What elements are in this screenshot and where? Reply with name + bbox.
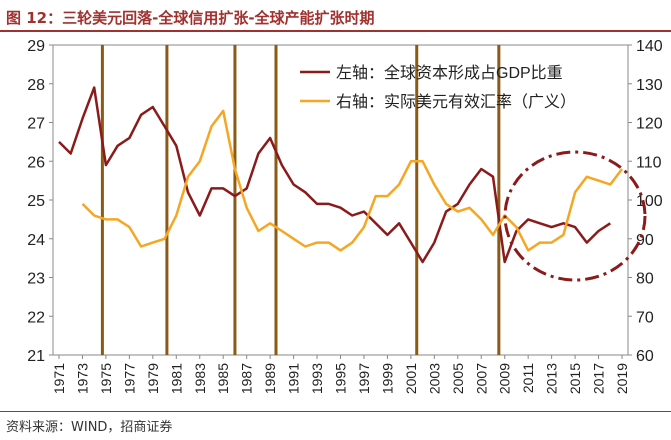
- vertical-period-lines: [100, 45, 501, 355]
- x-tick-label: 1999: [379, 363, 395, 394]
- y-left-tick-label: 24: [27, 232, 45, 249]
- x-tick-label: 2015: [567, 363, 583, 394]
- axes: 2122232425262728296070809010011012013014…: [27, 38, 663, 394]
- plot-frame: [52, 44, 629, 356]
- x-tick-label: 2013: [544, 363, 560, 394]
- x-tick-label: 1985: [215, 363, 231, 394]
- x-tick-label: 1987: [239, 363, 255, 394]
- x-tick-label: 1991: [286, 363, 302, 394]
- x-tick-label: 2017: [591, 363, 607, 394]
- legend: 左轴：全球资本形成占GDP比重 右轴：实际美元有效汇率（广义）: [300, 64, 576, 111]
- y-left-tick-label: 28: [27, 77, 45, 94]
- x-tick-label: 1981: [168, 363, 184, 394]
- y-left-tick-label: 27: [27, 116, 45, 133]
- legend-label-right-series: 右轴：实际美元有效汇率（广义）: [336, 93, 576, 111]
- x-tick-label: 2007: [473, 363, 489, 394]
- y-right-tick-label: 80: [636, 271, 654, 288]
- x-tick-label: 2003: [426, 363, 442, 394]
- y-left-tick-label: 26: [27, 154, 45, 171]
- series-group: [58, 86, 623, 264]
- x-tick-label: 1975: [98, 363, 114, 394]
- x-tick-label: 1973: [74, 363, 90, 394]
- y-left-tick-label: 22: [27, 309, 45, 326]
- y-left-tick-label: 25: [27, 193, 45, 210]
- y-right-tick-label: 120: [636, 116, 663, 133]
- x-tick-label: 2019: [614, 363, 630, 394]
- x-tick-label: 2001: [403, 363, 419, 394]
- legend-label-left-series: 左轴：全球资本形成占GDP比重: [336, 64, 563, 82]
- x-tick-label: 1989: [262, 363, 278, 394]
- x-tick-label: 1971: [51, 363, 67, 394]
- dual-axis-line-chart: 2122232425262728296070809010011012013014…: [27, 38, 663, 394]
- y-right-tick-label: 130: [636, 77, 663, 94]
- title-underline: [0, 30, 671, 32]
- source-divider: [0, 411, 671, 412]
- y-right-tick-label: 140: [636, 38, 663, 55]
- highlight-circle: [503, 150, 647, 282]
- x-tick-label: 1983: [192, 363, 208, 394]
- figure-title: 图 12：三轮美元回落-全球信用扩张-全球产能扩张时期: [6, 9, 375, 27]
- source-note: 资料来源：WIND，招商证券: [6, 420, 173, 435]
- y-left-tick-label: 21: [27, 348, 45, 365]
- x-tick-label: 2009: [497, 363, 513, 394]
- y-left-tick-label: 29: [27, 38, 45, 55]
- y-right-tick-label: 90: [636, 232, 654, 249]
- x-tick-label: 1979: [145, 363, 161, 394]
- x-tick-label: 1977: [121, 363, 137, 394]
- series-line-left-axis: [58, 86, 611, 264]
- y-right-tick-label: 110: [636, 154, 662, 171]
- x-tick-label: 2011: [520, 363, 536, 393]
- series-line-right-axis: [81, 109, 623, 252]
- x-tick-label: 1993: [309, 363, 325, 394]
- x-tick-label: 2005: [450, 363, 466, 394]
- y-right-tick-label: 60: [636, 348, 654, 365]
- y-left-tick-label: 23: [27, 271, 45, 288]
- y-right-tick-label: 70: [636, 309, 654, 326]
- x-tick-label: 1995: [333, 363, 349, 394]
- x-tick-label: 1997: [356, 363, 372, 394]
